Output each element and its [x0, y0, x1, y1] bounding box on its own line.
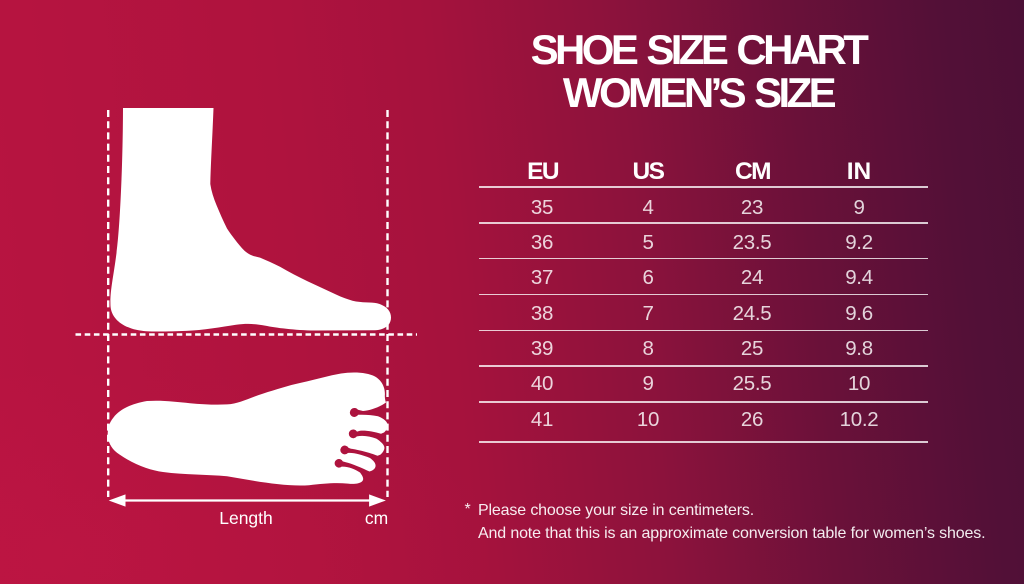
svg-text:cm: cm: [365, 508, 388, 528]
svg-text:Length: Length: [219, 508, 273, 528]
